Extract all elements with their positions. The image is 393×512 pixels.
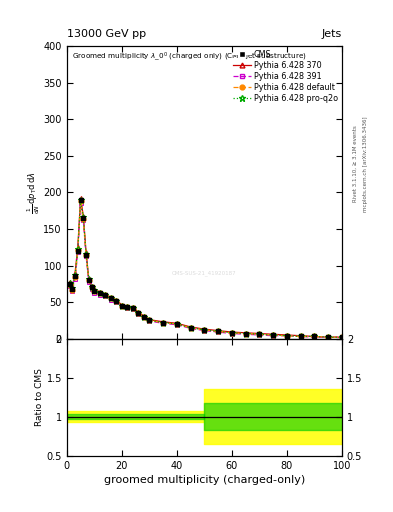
Point (102, 291, 108, 299)
Point (174, 320, 180, 328)
Point (146, 316, 152, 325)
Point (124, 303, 130, 311)
Text: mcplots.cern.ch [arXiv:1306.3436]: mcplots.cern.ch [arXiv:1306.3436] (363, 116, 368, 211)
Point (187, 324, 194, 332)
Point (75, 247, 81, 255)
Point (113, 296, 119, 305)
Text: Jets: Jets (321, 29, 342, 39)
Y-axis label: $\frac{1}{\mathrm{d}N}\,\mathrm{d}p_\mathrm{T}\mathrm{d}\,\mathrm{d}\lambda$: $\frac{1}{\mathrm{d}N}\,\mathrm{d}p_\mat… (26, 171, 42, 214)
Point (86, 276, 92, 284)
Point (77, 196, 84, 204)
Point (83, 250, 89, 259)
Point (339, 333, 345, 342)
Point (270, 331, 276, 339)
Point (130, 304, 136, 312)
Point (66, 280, 73, 288)
Point (119, 302, 125, 310)
Point (91, 287, 97, 295)
Text: 13000 GeV pp: 13000 GeV pp (67, 29, 146, 39)
Point (311, 332, 318, 340)
Point (97, 289, 103, 297)
Text: CMS-SUS-21_41920187: CMS-SUS-21_41920187 (172, 270, 237, 276)
Point (141, 313, 147, 321)
Point (215, 327, 221, 335)
Point (298, 332, 304, 340)
Point (242, 329, 249, 337)
Point (229, 329, 235, 337)
Point (88, 283, 95, 291)
Point (284, 332, 290, 340)
Point (135, 309, 141, 317)
Point (256, 330, 263, 338)
Point (201, 326, 208, 334)
Point (72, 272, 78, 281)
Legend: CMS, Pythia 6.428 370, Pythia 6.428 391, Pythia 6.428 default, Pythia 6.428 pro-: CMS, Pythia 6.428 370, Pythia 6.428 391,… (231, 49, 340, 105)
Point (80, 214, 86, 222)
Point (160, 318, 166, 327)
Text: Groomed multiplicity $\lambda\_0^0$ (charged only) (CMS jet substructure): Groomed multiplicity $\lambda\_0^0$ (cha… (72, 51, 307, 63)
Text: Rivet 3.1.10, ≥ 3.1M events: Rivet 3.1.10, ≥ 3.1M events (353, 125, 358, 202)
Point (69, 285, 75, 293)
Point (325, 333, 331, 342)
Y-axis label: Ratio to CMS: Ratio to CMS (35, 368, 44, 426)
X-axis label: groomed multiplicity (charged-only): groomed multiplicity (charged-only) (104, 475, 305, 485)
Point (108, 294, 114, 303)
